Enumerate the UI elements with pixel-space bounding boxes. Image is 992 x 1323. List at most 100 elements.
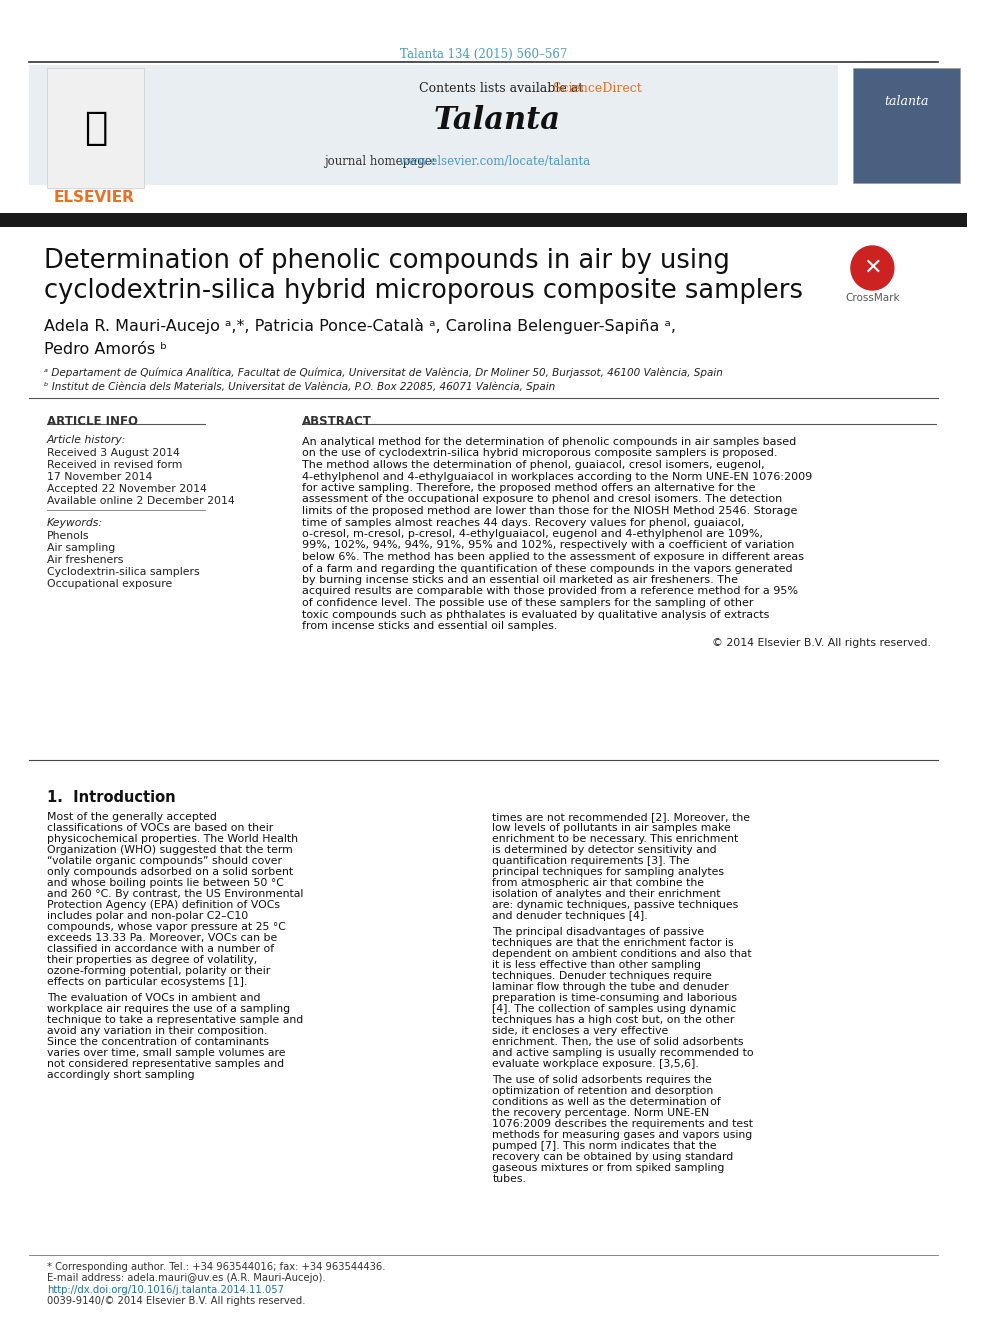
Text: is determined by detector sensitivity and: is determined by detector sensitivity an… (492, 845, 717, 855)
Text: assessment of the occupational exposure to phenol and cresol isomers. The detect: assessment of the occupational exposure … (303, 495, 783, 504)
Text: ✕: ✕ (863, 258, 882, 278)
Text: 🌳: 🌳 (84, 108, 107, 147)
Text: preparation is time-consuming and laborious: preparation is time-consuming and labori… (492, 994, 737, 1003)
FancyBboxPatch shape (0, 213, 967, 228)
Text: 0039-9140/© 2014 Elsevier B.V. All rights reserved.: 0039-9140/© 2014 Elsevier B.V. All right… (47, 1297, 306, 1306)
Text: Protection Agency (EPA) definition of VOCs: Protection Agency (EPA) definition of VO… (47, 900, 280, 910)
Text: Adela R. Mauri-Aucejo ᵃ,*, Patricia Ponce-Català ᵃ, Carolina Belenguer-Sapiña ᵃ,: Adela R. Mauri-Aucejo ᵃ,*, Patricia Ponc… (44, 318, 676, 333)
Text: Since the concentration of contaminants: Since the concentration of contaminants (47, 1037, 269, 1046)
Text: classifications of VOCs are based on their: classifications of VOCs are based on the… (47, 823, 273, 833)
FancyBboxPatch shape (853, 67, 960, 183)
Text: accordingly short sampling: accordingly short sampling (47, 1070, 194, 1080)
Text: http://dx.doi.org/10.1016/j.talanta.2014.11.057: http://dx.doi.org/10.1016/j.talanta.2014… (47, 1285, 284, 1295)
Text: and whose boiling points lie between 50 °C: and whose boiling points lie between 50 … (47, 878, 284, 888)
Text: enrichment. Then, the use of solid adsorbents: enrichment. Then, the use of solid adsor… (492, 1037, 744, 1046)
Text: Phenols: Phenols (47, 531, 89, 541)
Text: toxic compounds such as phthalates is evaluated by qualitative analysis of extra: toxic compounds such as phthalates is ev… (303, 610, 770, 619)
Text: only compounds adsorbed on a solid sorbent: only compounds adsorbed on a solid sorbe… (47, 867, 293, 877)
Text: quantification requirements [3]. The: quantification requirements [3]. The (492, 856, 689, 867)
Text: www.elsevier.com/locate/talanta: www.elsevier.com/locate/talanta (399, 155, 591, 168)
Text: 4-ethylphenol and 4-ethylguaiacol in workplaces according to the Norm UNE-EN 107: 4-ethylphenol and 4-ethylguaiacol in wor… (303, 471, 812, 482)
Text: on the use of cyclodextrin-silica hybrid microporous composite samplers is propo: on the use of cyclodextrin-silica hybrid… (303, 448, 778, 459)
Text: Cyclodextrin-silica samplers: Cyclodextrin-silica samplers (47, 568, 199, 577)
Text: © 2014 Elsevier B.V. All rights reserved.: © 2014 Elsevier B.V. All rights reserved… (712, 638, 930, 647)
Text: exceeds 13.33 Pa. Moreover, VOCs can be: exceeds 13.33 Pa. Moreover, VOCs can be (47, 933, 277, 943)
Text: principal techniques for sampling analytes: principal techniques for sampling analyt… (492, 867, 724, 877)
Text: Pedro Amorós ᵇ: Pedro Amorós ᵇ (44, 343, 167, 357)
Text: the recovery percentage. Norm UNE-EN: the recovery percentage. Norm UNE-EN (492, 1107, 709, 1118)
Text: and 260 °C. By contrast, the US Environmental: and 260 °C. By contrast, the US Environm… (47, 889, 304, 900)
Text: cyclodextrin-silica hybrid microporous composite samplers: cyclodextrin-silica hybrid microporous c… (44, 278, 803, 304)
Text: methods for measuring gases and vapors using: methods for measuring gases and vapors u… (492, 1130, 753, 1140)
Text: enrichment to be necessary. This enrichment: enrichment to be necessary. This enrichm… (492, 833, 738, 844)
Text: optimization of retention and desorption: optimization of retention and desorption (492, 1086, 713, 1095)
Text: E-mail address: adela.mauri@uv.es (A.R. Mauri-Aucejo).: E-mail address: adela.mauri@uv.es (A.R. … (47, 1273, 325, 1283)
Text: techniques. Denuder techniques require: techniques. Denuder techniques require (492, 971, 712, 980)
Text: ᵇ Institut de Ciència dels Materials, Universitat de València, P.O. Box 22085, 4: ᵇ Institut de Ciència dels Materials, Un… (44, 382, 556, 393)
Text: limits of the proposed method are lower than those for the NIOSH Method 2546. St: limits of the proposed method are lower … (303, 505, 798, 516)
Text: and active sampling is usually recommended to: and active sampling is usually recommend… (492, 1048, 754, 1058)
Text: Contents lists available at: Contents lists available at (420, 82, 587, 95)
Text: avoid any variation in their composition.: avoid any variation in their composition… (47, 1027, 267, 1036)
Text: ARTICLE INFO: ARTICLE INFO (47, 415, 138, 429)
Text: CrossMark: CrossMark (845, 292, 900, 303)
Text: The evaluation of VOCs in ambient and: The evaluation of VOCs in ambient and (47, 994, 260, 1003)
Text: An analytical method for the determination of phenolic compounds in air samples : An analytical method for the determinati… (303, 437, 797, 447)
Text: physicochemical properties. The World Health: physicochemical properties. The World He… (47, 833, 298, 844)
Text: their properties as degree of volatility,: their properties as degree of volatility… (47, 955, 257, 964)
Text: effects on particular ecosystems [1].: effects on particular ecosystems [1]. (47, 976, 247, 987)
Text: ABSTRACT: ABSTRACT (303, 415, 372, 429)
Text: Article history:: Article history: (47, 435, 126, 445)
Text: isolation of analytes and their enrichment: isolation of analytes and their enrichme… (492, 889, 721, 900)
Text: of a farm and regarding the quantification of these compounds in the vapors gene: of a farm and regarding the quantificati… (303, 564, 793, 573)
Text: of confidence level. The possible use of these samplers for the sampling of othe: of confidence level. The possible use of… (303, 598, 754, 609)
Text: ELSEVIER: ELSEVIER (54, 191, 135, 205)
Text: compounds, whose vapor pressure at 25 °C: compounds, whose vapor pressure at 25 °C (47, 922, 286, 931)
Text: Keywords:: Keywords: (47, 519, 103, 528)
Text: The method allows the determination of phenol, guaiacol, cresol isomers, eugenol: The method allows the determination of p… (303, 460, 765, 470)
Text: tubes.: tubes. (492, 1174, 526, 1184)
Text: Received 3 August 2014: Received 3 August 2014 (47, 448, 180, 458)
Text: conditions as well as the determination of: conditions as well as the determination … (492, 1097, 721, 1107)
Text: 99%, 102%, 94%, 94%, 91%, 95% and 102%, respectively with a coefficient of varia: 99%, 102%, 94%, 94%, 91%, 95% and 102%, … (303, 541, 795, 550)
Text: talanta: talanta (884, 95, 929, 108)
Text: below 6%. The method has been applied to the assessment of exposure in different: below 6%. The method has been applied to… (303, 552, 805, 562)
Circle shape (851, 246, 894, 290)
Text: Talanta: Talanta (434, 105, 560, 136)
Text: Accepted 22 November 2014: Accepted 22 November 2014 (47, 484, 206, 493)
Text: not considered representative samples and: not considered representative samples an… (47, 1058, 284, 1069)
Text: varies over time, small sample volumes are: varies over time, small sample volumes a… (47, 1048, 286, 1058)
Text: * Corresponding author. Tel.: +34 963544016; fax: +34 963544436.: * Corresponding author. Tel.: +34 963544… (47, 1262, 385, 1271)
Text: Occupational exposure: Occupational exposure (47, 579, 172, 589)
Text: ScienceDirect: ScienceDirect (553, 82, 642, 95)
Text: Determination of phenolic compounds in air by using: Determination of phenolic compounds in a… (44, 247, 730, 274)
Text: pumped [7]. This norm indicates that the: pumped [7]. This norm indicates that the (492, 1140, 717, 1151)
Text: ᵃ Departament de Química Analítica, Facultat de Química, Universitat de València: ᵃ Departament de Química Analítica, Facu… (44, 368, 723, 378)
Text: journal homepage:: journal homepage: (323, 155, 439, 168)
Text: [4]. The collection of samples using dynamic: [4]. The collection of samples using dyn… (492, 1004, 736, 1013)
Text: gaseous mixtures or from spiked sampling: gaseous mixtures or from spiked sampling (492, 1163, 724, 1174)
Text: laminar flow through the tube and denuder: laminar flow through the tube and denude… (492, 982, 729, 992)
Text: 1076:2009 describes the requirements and test: 1076:2009 describes the requirements and… (492, 1119, 753, 1129)
Text: 1.  Introduction: 1. Introduction (47, 790, 176, 804)
Text: side, it encloses a very effective: side, it encloses a very effective (492, 1027, 669, 1036)
Text: dependent on ambient conditions and also that: dependent on ambient conditions and also… (492, 949, 752, 959)
Text: by burning incense sticks and an essential oil marketed as air fresheners. The: by burning incense sticks and an essenti… (303, 576, 738, 585)
FancyBboxPatch shape (29, 65, 838, 185)
FancyBboxPatch shape (47, 67, 144, 188)
Text: Most of the generally accepted: Most of the generally accepted (47, 812, 216, 822)
Text: 17 November 2014: 17 November 2014 (47, 472, 152, 482)
Text: Air fresheners: Air fresheners (47, 556, 123, 565)
Text: techniques has a high cost but, on the other: techniques has a high cost but, on the o… (492, 1015, 735, 1025)
Text: The use of solid adsorbents requires the: The use of solid adsorbents requires the (492, 1076, 712, 1085)
Text: for active sampling. Therefore, the proposed method offers an alternative for th: for active sampling. Therefore, the prop… (303, 483, 756, 493)
Text: includes polar and non-polar C2–C10: includes polar and non-polar C2–C10 (47, 912, 248, 921)
Text: o-cresol, m-cresol, p-cresol, 4-ethylguaiacol, eugenol and 4-ethylphenol are 109: o-cresol, m-cresol, p-cresol, 4-ethylgua… (303, 529, 763, 538)
Text: acquired results are comparable with those provided from a reference method for : acquired results are comparable with tho… (303, 586, 799, 597)
Text: from incense sticks and essential oil samples.: from incense sticks and essential oil sa… (303, 620, 558, 631)
Text: recovery can be obtained by using standard: recovery can be obtained by using standa… (492, 1152, 733, 1162)
Text: Received in revised form: Received in revised form (47, 460, 183, 470)
Text: and denuder techniques [4].: and denuder techniques [4]. (492, 912, 648, 921)
Text: are: dynamic techniques, passive techniques: are: dynamic techniques, passive techniq… (492, 900, 738, 910)
Text: Talanta 134 (2015) 560–567: Talanta 134 (2015) 560–567 (400, 48, 567, 61)
